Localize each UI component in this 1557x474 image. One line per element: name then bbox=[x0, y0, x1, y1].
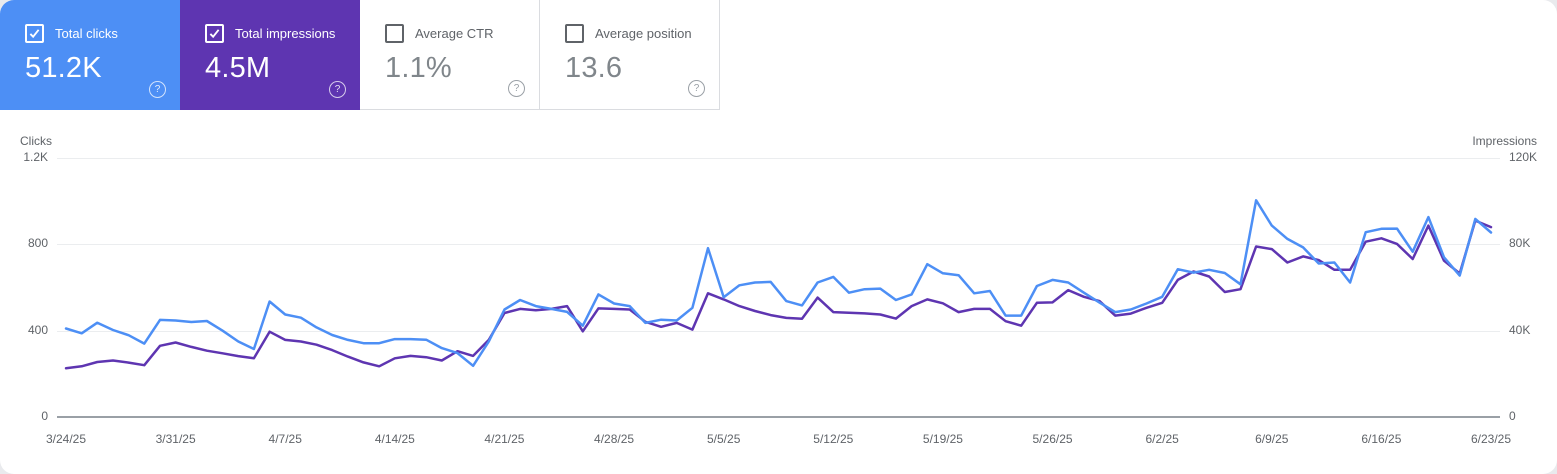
left-axis-title: Clicks bbox=[20, 134, 52, 148]
metric-cards-row: Total clicks 51.2K ? Total impressions 4… bbox=[0, 0, 720, 110]
checkbox-total-clicks[interactable] bbox=[25, 24, 44, 43]
x-axis-date-label: 6/9/25 bbox=[1255, 432, 1289, 446]
card-value: 51.2K bbox=[25, 52, 102, 84]
right-axis-title: Impressions bbox=[1472, 134, 1537, 148]
checkmark-icon bbox=[209, 29, 220, 39]
x-axis-date-label: 6/2/25 bbox=[1145, 432, 1179, 446]
card-label: Total clicks bbox=[55, 26, 118, 41]
checkbox-total-impressions[interactable] bbox=[205, 24, 224, 43]
checkbox-average-position[interactable] bbox=[565, 24, 584, 43]
x-axis-date-label: 4/14/25 bbox=[374, 432, 415, 446]
card-value: 4.5M bbox=[205, 52, 271, 84]
right-axis-tick: 80K bbox=[1509, 236, 1531, 251]
x-axis-date-label: 6/23/25 bbox=[1470, 432, 1512, 446]
x-axis-date-label: 5/5/25 bbox=[707, 432, 741, 446]
card-value: 1.1% bbox=[385, 52, 452, 84]
x-axis-date-label: 3/31/25 bbox=[155, 432, 196, 446]
gridline bbox=[57, 158, 1500, 159]
x-axis-line bbox=[57, 416, 1500, 418]
checkmark-icon bbox=[29, 29, 40, 39]
metric-card-total-clicks[interactable]: Total clicks 51.2K ? bbox=[0, 0, 180, 110]
left-axis-tick: 1.2K bbox=[23, 150, 48, 164]
left-axis-tick: 0 bbox=[41, 409, 48, 423]
right-axis-tick: 40K bbox=[1509, 322, 1531, 337]
x-axis-date-label: 5/12/25 bbox=[813, 432, 854, 446]
card-label: Average CTR bbox=[415, 26, 494, 41]
metric-card-average-position[interactable]: Average position 13.6 ? bbox=[540, 0, 720, 110]
clicks-line bbox=[64, 199, 1493, 368]
x-axis-date-label: 6/16/25 bbox=[1361, 432, 1402, 446]
help-icon[interactable]: ? bbox=[508, 80, 525, 97]
checkbox-average-ctr[interactable] bbox=[385, 24, 404, 43]
impressions-line bbox=[64, 219, 1493, 370]
x-axis-date-label: 3/24/25 bbox=[45, 432, 87, 446]
chart-plot-area[interactable] bbox=[57, 158, 1500, 417]
metric-card-total-impressions[interactable]: Total impressions 4.5M ? bbox=[180, 0, 360, 110]
x-axis-date-label: 4/28/25 bbox=[594, 432, 635, 446]
x-axis-date-label: 5/19/25 bbox=[922, 432, 963, 446]
right-axis-tick: 0 bbox=[1509, 409, 1516, 423]
card-value: 13.6 bbox=[565, 52, 623, 84]
right-axis-tick: 120K bbox=[1509, 150, 1538, 164]
left-axis-tick: 800 bbox=[27, 236, 48, 251]
gridline bbox=[57, 330, 1500, 332]
help-icon[interactable]: ? bbox=[149, 81, 166, 98]
card-label: Average position bbox=[595, 26, 692, 41]
metric-card-average-ctr[interactable]: Average CTR 1.1% ? bbox=[360, 0, 540, 110]
x-axis-date-label: 4/7/25 bbox=[268, 432, 302, 446]
x-axis-date-label: 5/26/25 bbox=[1032, 432, 1073, 446]
card-label: Total impressions bbox=[235, 26, 336, 41]
help-icon[interactable]: ? bbox=[329, 81, 346, 98]
help-icon[interactable]: ? bbox=[688, 80, 705, 97]
x-axis-date-label: 4/21/25 bbox=[484, 432, 525, 446]
gridline bbox=[57, 244, 1500, 246]
left-axis-tick: 400 bbox=[27, 322, 48, 337]
